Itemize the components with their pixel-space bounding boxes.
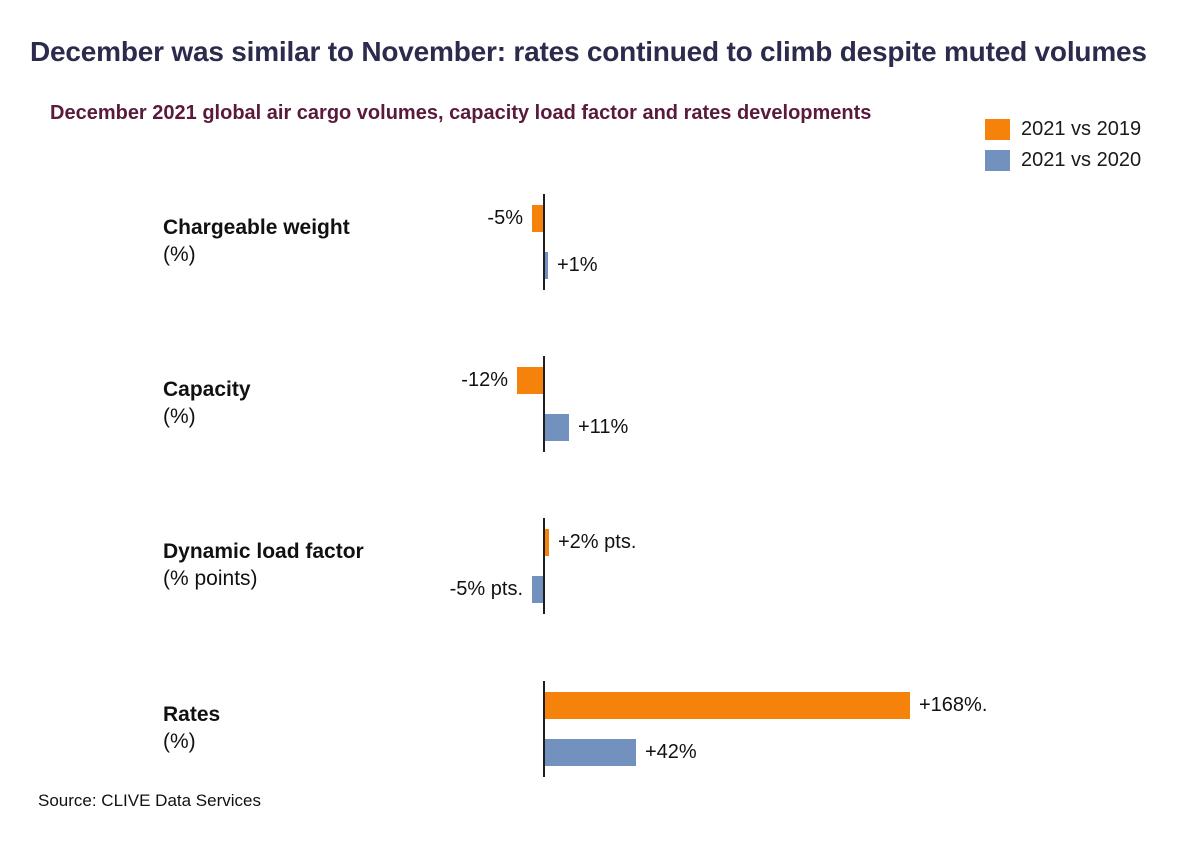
value-label: +2% pts. xyxy=(558,531,637,553)
category-unit: (% points) xyxy=(163,567,258,590)
value-label: +1% xyxy=(557,254,598,276)
chart-title: December was similar to November: rates … xyxy=(30,36,1147,67)
category-label: Capacity (%) xyxy=(163,376,251,430)
legend-swatch-icon xyxy=(985,118,1010,140)
bar-2021-vs-2019 xyxy=(532,205,543,232)
category-label: Dynamic load factor (% points) xyxy=(163,538,364,592)
bar-2021-vs-2020 xyxy=(545,414,569,441)
axis-baseline xyxy=(543,518,545,614)
category-name: Chargeable weight xyxy=(163,216,350,239)
bar-2021-vs-2020 xyxy=(532,576,543,603)
category-name: Rates xyxy=(163,703,221,726)
source-note: Source: CLIVE Data Services xyxy=(38,791,261,810)
legend-label: 2021 vs 2020 xyxy=(1021,148,1142,171)
value-label: +42% xyxy=(645,741,697,763)
chart-group-dynamic-load-factor: Dynamic load factor (% points) +2% pts. -5%… xyxy=(0,518,1200,614)
legend-swatch-icon xyxy=(985,149,1010,171)
value-label: -12% xyxy=(461,369,508,391)
category-unit: (%) xyxy=(163,243,196,266)
category-label: Chargeable weight (%) xyxy=(163,214,350,268)
bar-2021-vs-2019 xyxy=(517,367,543,394)
category-unit: (%) xyxy=(163,730,196,753)
value-label: -5% pts. xyxy=(449,578,523,600)
chart-group-chargeable-weight: Chargeable weight (%) -5% +1% xyxy=(0,194,1200,290)
category-label: Rates (%) xyxy=(163,701,220,755)
category-unit: (%) xyxy=(163,405,196,428)
value-label: +11% xyxy=(578,416,629,438)
category-name: Dynamic load factor xyxy=(163,540,364,563)
legend: 2021 vs 2019 2021 vs 2020 xyxy=(985,118,1141,180)
value-label: -5% xyxy=(487,207,523,229)
value-label: +168%. xyxy=(919,694,988,716)
legend-label: 2021 vs 2019 xyxy=(1021,117,1142,140)
chart-subtitle: December 2021 global air cargo volumes, … xyxy=(50,102,872,124)
legend-item: 2021 vs 2020 xyxy=(985,149,1141,171)
legend-item: 2021 vs 2019 xyxy=(985,118,1141,140)
bar-2021-vs-2019 xyxy=(545,692,910,719)
chart-group-capacity: Capacity (%) -12% +11% xyxy=(0,356,1200,452)
category-name: Capacity xyxy=(163,378,251,401)
axis-baseline xyxy=(543,681,545,777)
chart-group-rates: Rates (%) +168%. +42% xyxy=(0,681,1200,777)
axis-baseline xyxy=(543,194,545,290)
bar-2021-vs-2020 xyxy=(545,252,548,279)
bar-2021-vs-2019 xyxy=(545,529,549,556)
axis-baseline xyxy=(543,356,545,452)
bar-2021-vs-2020 xyxy=(545,739,636,766)
